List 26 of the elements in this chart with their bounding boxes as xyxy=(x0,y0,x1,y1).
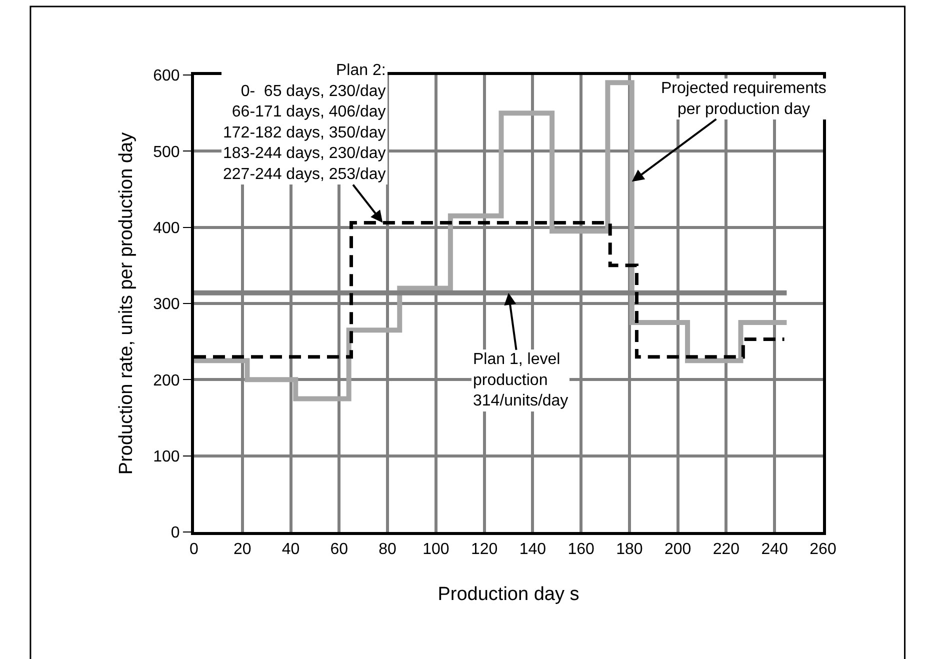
x-tick-label: 240 xyxy=(761,541,788,558)
x-tick-label: 200 xyxy=(664,541,692,558)
x-tick-label: 260 xyxy=(810,541,836,558)
annotation: Plan 1, level production 314/units/day xyxy=(473,351,568,410)
y-tick-label: 200 xyxy=(153,372,180,390)
y-tick-label: 500 xyxy=(153,144,180,161)
x-tick-label: 60 xyxy=(330,541,348,558)
x-tick-label: 0 xyxy=(190,541,199,558)
x-tick-label: 140 xyxy=(519,541,546,558)
x-tick-label: 80 xyxy=(378,541,397,558)
x-tick-label: 100 xyxy=(422,541,450,558)
y-tick-label: 0 xyxy=(170,524,180,542)
x-tick-label: 40 xyxy=(282,541,300,558)
x-tick-label: 20 xyxy=(233,541,252,558)
y-tick-label: 600 xyxy=(153,68,180,85)
annotation: Plan 2: 0- 65 days, 230/day 66-171 days, 406/day 172-182 days, 350/day 183-244 days, 230/day 227-244 days, 253/day xyxy=(223,62,386,183)
x-axis-title: Production day s xyxy=(438,584,580,605)
x-tick-label: 220 xyxy=(712,541,740,558)
annotation: Projected requirements per production day xyxy=(661,80,826,118)
x-tick-label: 180 xyxy=(616,541,643,558)
y-tick-label: 300 xyxy=(153,296,180,314)
y-tick-label: 400 xyxy=(153,220,180,237)
y-tick-label: 100 xyxy=(153,448,180,466)
x-tick-label: 120 xyxy=(470,541,498,558)
x-tick-label: 160 xyxy=(568,541,595,558)
y-axis-title: Production rate, units per production day xyxy=(116,132,137,475)
